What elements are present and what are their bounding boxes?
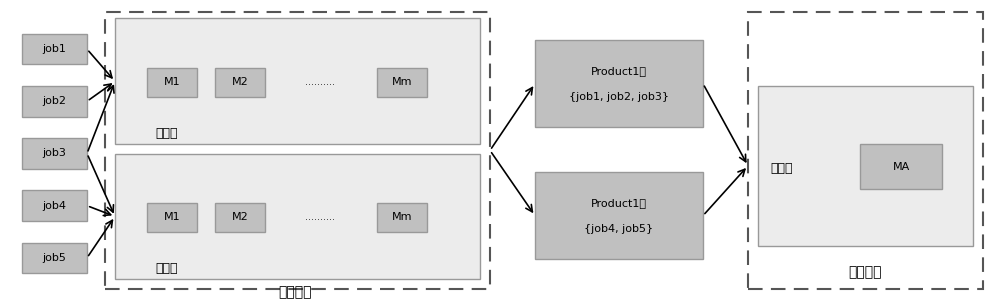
Text: 生产阶段: 生产阶段 [278,285,312,299]
Bar [758,86,973,246]
Text: Product1：: Product1： [591,197,647,208]
Text: {job4, job5}: {job4, job5} [584,224,654,234]
Text: job3: job3 [43,149,66,158]
Text: M1: M1 [164,77,180,87]
Text: 工厂１: 工厂１ [155,127,178,140]
Text: 工厂２: 工厂２ [155,262,178,275]
Text: M1: M1 [164,212,180,222]
Text: Product1：: Product1： [591,65,647,76]
Text: M2: M2 [232,212,248,222]
Bar [215,203,265,232]
Bar [748,12,983,289]
Bar [105,12,490,289]
Text: Mm: Mm [392,77,412,87]
Text: 工厂３: 工厂３ [770,162,792,175]
Bar [377,203,427,232]
Bar [860,144,942,189]
Bar [377,68,427,97]
Bar [22,138,87,169]
Bar [535,40,703,127]
Text: M2: M2 [232,77,248,87]
Bar [215,68,265,97]
Text: job1: job1 [43,44,66,54]
Text: ..........: .......... [305,77,335,87]
Bar [115,154,480,279]
Text: Mm: Mm [392,212,412,222]
Text: job4: job4 [42,201,66,211]
Text: job5: job5 [43,253,66,263]
Bar [22,34,87,64]
Text: job2: job2 [42,96,66,106]
Text: 装配阶段: 装配阶段 [848,265,882,279]
Text: ..........: .......... [305,212,335,222]
Bar [115,18,480,144]
Bar [22,190,87,221]
Text: {job1, job2, job3}: {job1, job2, job3} [569,92,669,102]
Bar [147,203,197,232]
Bar [147,68,197,97]
Bar [535,172,703,259]
Text: MA: MA [892,161,910,172]
Bar [22,243,87,273]
Bar [22,86,87,117]
